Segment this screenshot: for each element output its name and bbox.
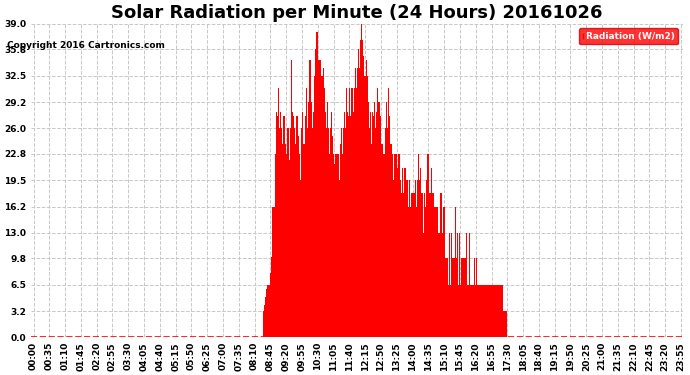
Legend: Radiation (W/m2): Radiation (W/m2)	[580, 28, 678, 45]
Title: Solar Radiation per Minute (24 Hours) 20161026: Solar Radiation per Minute (24 Hours) 20…	[111, 4, 603, 22]
Text: Copyright 2016 Cartronics.com: Copyright 2016 Cartronics.com	[7, 41, 165, 50]
